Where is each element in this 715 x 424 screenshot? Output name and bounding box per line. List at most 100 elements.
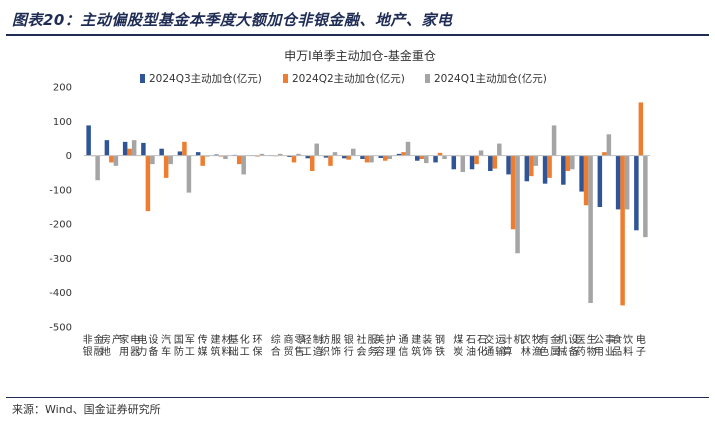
- bar-s1-16: [383, 155, 388, 161]
- bar-s0-26: [561, 155, 566, 185]
- bar-s0-7: [214, 154, 219, 156]
- bar-s2-20: [460, 155, 466, 173]
- x-tick-label-23: 计算机: [503, 333, 524, 358]
- bar-s1-22: [492, 155, 498, 169]
- x-tick-label-4: 汽车: [161, 333, 171, 358]
- bar-s1-5: [182, 141, 187, 156]
- x-tick-label-18: 建筑装饰: [411, 333, 432, 358]
- bar-s0-19: [433, 155, 438, 163]
- bar-s0-11: [287, 155, 292, 157]
- bar-s0-3: [141, 142, 146, 156]
- bar-s1-18: [419, 155, 425, 159]
- x-tick-label-11: 商贸零售: [283, 333, 304, 358]
- bar-s1-7: [218, 155, 224, 157]
- bar-s0-27: [579, 155, 584, 192]
- legend-swatch-1: [283, 74, 288, 83]
- bar-s2-22: [497, 143, 502, 156]
- bar-s1-1: [109, 155, 114, 163]
- y-tick-label-6: -400: [49, 288, 72, 299]
- legend-label-2: 2024Q1主动加仓(亿元): [434, 72, 547, 85]
- x-tick-label-7: 建筑材料: [210, 333, 231, 358]
- y-tick-label-4: -200: [49, 220, 72, 231]
- bar-s1-17: [401, 152, 406, 156]
- bar-s0-23: [506, 155, 511, 175]
- source-note: 来源：Wind、国金证券研究所: [12, 403, 161, 416]
- bar-s0-6: [195, 152, 201, 156]
- x-axis: 非银金融房地产家用电器电力设备汽车国防军工传媒建筑材料基础化工环保综合商贸零售轻…: [83, 155, 650, 358]
- x-tick-label-17: 通信: [399, 334, 409, 358]
- x-tick-label-25: 有色金属: [539, 333, 560, 358]
- bar-s2-6: [204, 155, 210, 157]
- bars: [86, 102, 648, 306]
- y-tick-label-5: -300: [49, 254, 72, 265]
- bar-s2-8: [241, 155, 246, 175]
- x-tick-label-28: 公用事业: [594, 333, 615, 358]
- bar-s2-30: [643, 155, 648, 238]
- bar-s1-27: [583, 155, 589, 206]
- bar-s1-2: [127, 148, 132, 156]
- x-tick-label-19: 钢铁: [435, 333, 445, 358]
- bar-s2-27: [588, 155, 593, 303]
- chart-title: 申万Ⅰ单季主动加仓-基金重仓: [284, 48, 436, 63]
- bar-s2-17: [405, 141, 411, 156]
- bar-s1-21: [474, 155, 479, 165]
- bar-s1-28: [602, 152, 607, 156]
- x-tick-label-27: 医药生物: [576, 333, 597, 358]
- bar-s1-24: [529, 155, 534, 177]
- x-tick-label-24: 农林牧渔: [521, 333, 542, 358]
- bar-s2-10: [277, 153, 283, 156]
- x-tick-label-26: 机械设备: [557, 333, 578, 358]
- x-tick-label-8: 基础化工: [229, 333, 250, 358]
- x-tick-label-6: 传媒: [198, 334, 208, 358]
- y-tick-label-2: 0: [66, 151, 72, 162]
- legend-label-1: 2024Q2主动加仓(亿元): [292, 72, 405, 85]
- y-tick-label-0: 200: [53, 83, 72, 94]
- bottom-rule: [6, 397, 709, 398]
- bar-s2-24: [533, 155, 539, 166]
- bar-s0-30: [634, 155, 639, 231]
- bar-s2-2: [131, 140, 137, 156]
- bar-s2-15: [369, 155, 374, 163]
- bar-s1-14: [346, 155, 351, 160]
- legend: 2024Q3主动加仓(亿元) 2024Q2主动加仓(亿元) 2024Q1主动加仓(亿…: [140, 72, 547, 85]
- bar-s2-25: [551, 125, 557, 156]
- x-tick-label-22: 交通运输: [484, 333, 505, 358]
- bar-s2-11: [296, 153, 301, 156]
- bar-s2-12: [314, 143, 319, 156]
- x-tick-label-1: 房地产: [101, 333, 122, 358]
- legend-label-0: 2024Q3主动加仓(亿元): [149, 72, 262, 85]
- bar-s2-23: [515, 155, 520, 254]
- bar-s2-14: [350, 148, 356, 156]
- bar-s1-6: [200, 155, 205, 166]
- bar-s0-28: [597, 155, 603, 207]
- bar-s0-5: [177, 151, 183, 156]
- bar-s0-14: [341, 155, 347, 159]
- bar-s2-29: [624, 155, 630, 210]
- bar-s2-26: [570, 155, 575, 170]
- bar-s2-3: [150, 155, 155, 165]
- bar-s1-3: [145, 155, 151, 212]
- bar-s2-18: [424, 155, 429, 164]
- y-axis: 200 100 0 -100 -200 -300 -400 -500: [49, 83, 72, 334]
- bar-s0-15: [360, 155, 365, 159]
- bar-s1-4: [163, 155, 169, 178]
- x-tick-label-12: 轻工制造: [302, 333, 323, 358]
- bar-s0-24: [524, 155, 530, 182]
- bar-s0-4: [159, 148, 164, 156]
- y-tick-label-3: -100: [49, 185, 72, 196]
- bar-s2-21: [478, 150, 484, 156]
- bar-s0-12: [305, 155, 310, 159]
- bar-s0-16: [378, 155, 384, 158]
- bar-s0-21: [469, 155, 475, 170]
- bar-s0-18: [415, 155, 420, 161]
- y-tick-label-7: -500: [49, 323, 72, 334]
- bar-s2-28: [606, 134, 612, 156]
- x-tick-label-10: 综合: [271, 333, 281, 358]
- bar-s1-12: [309, 155, 315, 171]
- legend-swatch-0: [140, 74, 145, 83]
- bar-s0-0: [86, 125, 91, 156]
- bar-chart: 申万Ⅰ单季主动加仓-基金重仓 2024Q3主动加仓(亿元) 2024Q2主动加仓(…: [49, 48, 650, 358]
- x-tick-label-13: 纺织服饰: [320, 333, 341, 358]
- bar-s1-30: [638, 102, 644, 156]
- bar-s0-17: [396, 153, 402, 156]
